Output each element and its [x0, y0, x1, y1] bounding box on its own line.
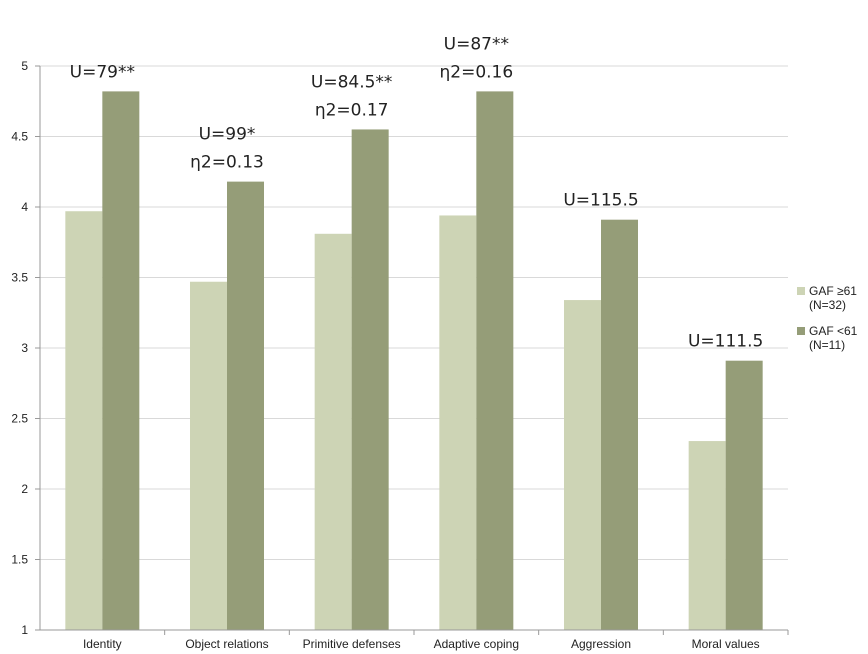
x-category-label: Aggression	[571, 637, 631, 651]
bar	[601, 219, 638, 630]
y-tick-label: 2.5	[11, 412, 28, 426]
legend-label: GAF <61	[809, 324, 858, 338]
bar	[190, 281, 227, 630]
annotation-label: U=84.5**	[311, 72, 393, 92]
annotation-label: U=79**	[70, 62, 135, 82]
bar	[564, 300, 601, 630]
annotation-label: U=87**	[444, 34, 509, 54]
y-tick-label: 1	[21, 623, 28, 637]
bar	[725, 360, 763, 630]
x-category-label: Identity	[83, 637, 122, 651]
bar	[351, 129, 389, 630]
annotation-label: η2=0.16	[439, 62, 513, 82]
x-category-label: Moral values	[692, 637, 760, 651]
y-tick-label: 2	[21, 482, 28, 496]
y-tick-label: 1.5	[11, 553, 28, 567]
y-tick-label: 5	[21, 59, 28, 73]
bars	[65, 91, 763, 631]
x-category-label: Primitive defenses	[303, 637, 401, 651]
legend: GAF ≥61(N=32) GAF <61(N=11)	[797, 284, 858, 352]
x-category-label: Adaptive coping	[434, 637, 519, 651]
bar	[439, 215, 477, 630]
y-tick-label: 3	[21, 341, 28, 355]
annotation-label: U=99*	[199, 125, 256, 145]
x-axis: Identity Object relations Primitive defens…	[40, 629, 789, 651]
legend-label: GAF ≥61	[809, 284, 857, 298]
y-tick-label: 4.5	[11, 130, 28, 144]
legend-swatch	[797, 287, 805, 295]
legend-label: (N=11)	[809, 338, 845, 352]
y-axis: 1 1.5 2 2.5 3 3.5 4 4.5 5	[11, 59, 41, 637]
bar	[65, 211, 103, 631]
gridlines	[40, 65, 788, 631]
y-tick-label: 3.5	[11, 271, 28, 285]
significance-annotations: U=79** U=99* η2=0.13 U=84.5** η2=0.17 U=87** η…	[70, 34, 764, 351]
bar	[102, 91, 140, 630]
annotation-label: U=115.5	[563, 191, 638, 211]
bar	[688, 441, 726, 630]
annotation-label: η2=0.17	[315, 100, 389, 120]
x-category-label: Object relations	[185, 637, 268, 651]
bar	[227, 181, 264, 630]
legend-label: (N=32)	[809, 298, 846, 312]
annotation-label: U=111.5	[688, 332, 763, 352]
legend-swatch	[797, 327, 805, 335]
bar	[476, 91, 514, 630]
bar	[314, 233, 352, 631]
annotation-label: η2=0.13	[190, 153, 264, 173]
y-tick-label: 4	[21, 200, 28, 214]
